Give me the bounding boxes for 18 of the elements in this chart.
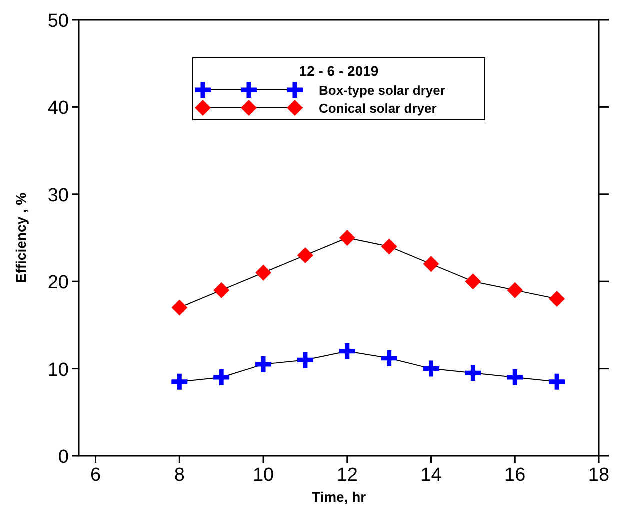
x-tick-label: 12 — [336, 465, 358, 486]
legend-label: Conical solar dryer — [319, 101, 437, 116]
y-tick-label: 30 — [48, 185, 69, 206]
y-tick-label: 10 — [48, 360, 69, 381]
legend-title: 12 - 6 - 2019 — [299, 63, 379, 79]
y-tick-label: 0 — [58, 447, 69, 468]
x-tick-label: 6 — [90, 465, 102, 486]
y-tick-label: 20 — [48, 272, 69, 294]
y-axis-title: Efficiency , % — [13, 192, 29, 284]
legend-label: Box-type solar dryer — [319, 83, 446, 98]
y-tick-label: 50 — [48, 11, 69, 32]
x-tick-label: 14 — [420, 465, 442, 486]
x-tick-label: 16 — [504, 465, 526, 486]
y-tick-label: 40 — [48, 98, 69, 120]
x-tick-label: 10 — [252, 465, 274, 486]
x-axis-title: Time, hr — [312, 489, 367, 505]
x-tick-label: 18 — [588, 465, 610, 486]
x-tick-label: 8 — [174, 465, 185, 486]
